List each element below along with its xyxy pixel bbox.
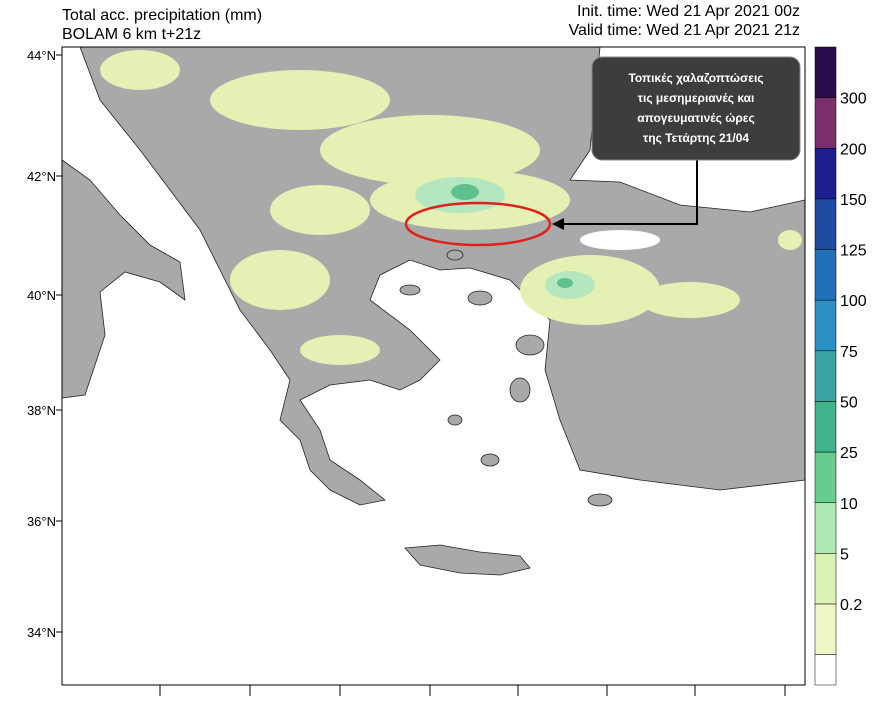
arrow-head [552,218,564,230]
highlight-ellipse [404,201,552,247]
crete [404,544,531,576]
init-time: Init. time: Wed 21 Apr 2021 00z [577,3,800,20]
annotation-line: της Τετάρτης 21/04 [643,131,749,145]
precip-area [300,335,380,365]
colorbar-label: 75 [840,344,858,361]
colorbar-label: 150 [840,192,867,209]
annotation-line: τις μεσημεριανές και [638,91,755,105]
colorbar-swatch [814,603,837,655]
colorbar-swatch [814,299,837,352]
colorbar-label: 300 [840,91,867,108]
colorbar-swatch [814,654,837,686]
map-frame [61,46,806,686]
colorbar-swatch [814,502,837,554]
colorbar-label: 5 [840,546,849,563]
precipitation [100,50,802,365]
title: Total acc. precipitation (mm) [62,7,262,24]
colorbar-label: 100 [840,293,867,310]
island [399,284,421,296]
colorbar-swatch [814,553,837,605]
lat-label: 38°N [27,403,56,418]
lat-label: 42°N [27,169,56,184]
arrow-line [560,160,698,225]
colorbar-label: 10 [840,496,858,513]
precip-area [557,278,573,288]
colorbar-label: 200 [840,141,867,158]
italy [61,159,186,399]
colorbar-swatch [814,451,837,504]
colorbar-label: 0.2 [840,597,862,614]
colorbar-swatch [814,46,837,98]
island [467,290,493,306]
annotation-text: Τοπικές χαλαζοπτώσεις τις μεσημεριανές κα… [628,71,763,145]
island [447,414,463,426]
precip-area [230,250,330,310]
islands [399,249,613,507]
island [480,453,500,467]
annotation-line: απογευματινές ώρες [637,111,754,125]
island [587,493,613,507]
island [515,334,545,356]
colorbar-label: 50 [840,394,858,411]
precip-area [778,230,802,250]
lat-labels: 44°N 42°N 40°N 38°N 36°N 34°N [27,48,62,640]
colorbar-swatch [814,97,837,149]
colorbar-label: 25 [840,445,858,462]
island [509,377,531,403]
precip-area [210,70,390,130]
precip-area [100,50,180,90]
colorbar-swatch [814,148,837,200]
precip-area [320,115,540,185]
colorbar-swatch [814,401,837,453]
annotation-line: Τοπικές χαλαζοπτώσεις [628,71,763,85]
colorbar-swatch [814,249,837,301]
annotation-box [591,56,801,161]
colorbar-label: 125 [840,243,867,260]
colorbar-swatch [814,198,837,250]
island [446,249,464,261]
lat-label: 36°N [27,514,56,529]
subtitle: BOLAM 6 km t+21z [62,26,201,43]
sea-of-marmara [580,230,660,250]
lon-ticks [159,685,786,696]
lat-label: 40°N [27,288,56,303]
annotation: Τοπικές χαλαζοπτώσεις τις μεσημεριανές κα… [404,56,801,247]
precip-area [451,184,479,200]
valid-time: Valid time: Wed 21 Apr 2021 21z [568,22,800,39]
lat-label: 34°N [27,625,56,640]
colorbar-swatch [814,350,837,402]
precip-area [640,282,740,318]
colorbar: 300 200 150 125 100 75 50 25 10 5 0.2 [814,46,867,686]
lat-label: 44°N [27,48,56,63]
precip-area [270,185,370,235]
